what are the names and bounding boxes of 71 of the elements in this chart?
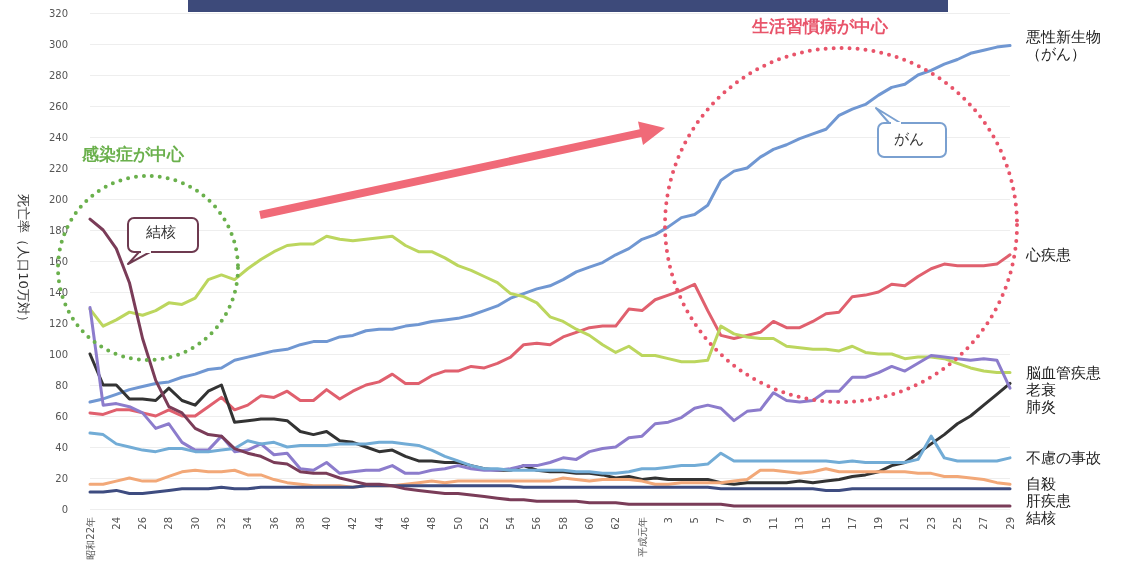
x-tick-label: 50 — [452, 517, 464, 530]
x-tick-label: 52 — [478, 517, 490, 530]
x-tick-label: 23 — [925, 517, 937, 530]
series-label: 肺炎 — [1026, 397, 1056, 416]
y-tick-label: 80 — [55, 379, 68, 391]
annotation: 感染症が中心 — [82, 144, 184, 165]
series-label: 脳血管疾患 — [1026, 363, 1101, 382]
x-tick-label: 36 — [268, 517, 280, 530]
x-tick-label: 9 — [741, 517, 753, 524]
x-tick-label: 5 — [689, 517, 701, 524]
x-tick-label: 25 — [951, 517, 963, 530]
y-tick-label: 0 — [61, 503, 68, 515]
x-tick-label: 3 — [662, 517, 674, 524]
y-tick-label: 20 — [55, 472, 68, 484]
series-label: 肝疾患 — [1026, 492, 1071, 511]
x-tick-label: 28 — [163, 517, 175, 530]
x-tick-label: 24 — [110, 517, 122, 530]
x-tick-label: 58 — [557, 517, 569, 530]
x-tick-label: 26 — [137, 517, 149, 530]
x-tick-label: 平成元年 — [636, 517, 648, 557]
line-series — [88, 467, 1012, 489]
x-tick-label: 21 — [899, 517, 911, 530]
line-series — [88, 217, 1012, 508]
x-tick-label: 40 — [321, 517, 333, 530]
y-tick-label: 240 — [48, 131, 68, 143]
series-label: 悪性新生物（がん） — [1025, 28, 1101, 64]
x-tick-label: 62 — [610, 517, 622, 530]
x-tick-label: 48 — [426, 517, 438, 530]
y-tick-label: 280 — [48, 69, 68, 81]
y-axis-title: 死亡率（人口10万対） — [16, 194, 31, 328]
x-tick-label: 54 — [505, 517, 517, 530]
x-tick-label: 29 — [1004, 517, 1016, 530]
line-series — [88, 484, 1012, 495]
x-tick-label: 34 — [242, 517, 254, 530]
x-tick-label: 19 — [873, 517, 885, 530]
series-label: 心疾患 — [1025, 245, 1071, 264]
x-tick-label: 38 — [294, 517, 306, 530]
x-tick-label: 27 — [978, 517, 990, 530]
x-tick-label: 60 — [583, 517, 595, 530]
x-tick-label: 17 — [846, 517, 858, 530]
x-tick-label: 46 — [399, 517, 411, 530]
x-tick-label: 44 — [373, 517, 385, 530]
x-tick-label: 11 — [767, 517, 779, 530]
y-tick-label: 40 — [55, 441, 68, 453]
y-tick-label: 320 — [48, 7, 68, 19]
y-tick-label: 220 — [48, 162, 68, 174]
x-tick-label: 7 — [715, 517, 727, 524]
series-label: 結核 — [1025, 509, 1056, 528]
annotation: 生活習慣病が中心 — [752, 16, 888, 37]
y-tick-label: 100 — [48, 348, 68, 360]
line-series — [88, 431, 1012, 475]
y-tick-label: 260 — [48, 100, 68, 112]
y-tick-label: 140 — [48, 286, 68, 298]
y-tick-label: 60 — [55, 410, 68, 422]
series-label: 不慮の事故 — [1026, 448, 1101, 467]
annotation: 結核 — [146, 223, 176, 241]
line-series — [88, 253, 1012, 418]
x-tick-label: 13 — [794, 517, 806, 530]
x-tick-label: 42 — [347, 517, 359, 530]
x-tick-label: 56 — [531, 517, 543, 530]
y-tick-label: 300 — [48, 38, 68, 50]
line-series — [88, 306, 1012, 475]
x-tick-label: 15 — [820, 517, 832, 530]
y-tick-label: 200 — [48, 193, 68, 205]
series-label: 自殺 — [1026, 475, 1056, 494]
x-tick-label: 30 — [189, 517, 201, 530]
series-label: 老衰 — [1026, 380, 1056, 399]
x-tick-label: 昭和22年 — [84, 517, 96, 560]
y-tick-label: 120 — [48, 317, 68, 329]
annotation: がん — [894, 130, 924, 148]
x-tick-label: 32 — [215, 517, 227, 530]
